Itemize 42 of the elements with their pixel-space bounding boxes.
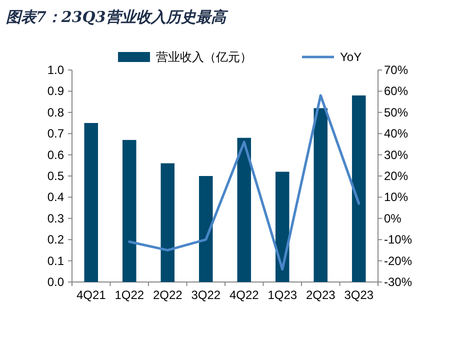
y-tick-label: 0.1 xyxy=(47,254,64,268)
x-tick-label: 3Q23 xyxy=(344,288,374,302)
y-tick-label: 0.8 xyxy=(47,105,64,120)
y2-tick-label: 0% xyxy=(384,211,402,226)
y-tick-label: 0.2 xyxy=(47,232,64,247)
x-tick-label: 3Q22 xyxy=(191,288,221,302)
y-tick-label: 0.9 xyxy=(47,84,64,98)
y2-tick-label: 10% xyxy=(384,190,408,204)
x-tick-label: 1Q23 xyxy=(268,288,298,302)
bar xyxy=(122,140,136,282)
x-tick-label: 4Q21 xyxy=(76,288,106,302)
bar xyxy=(275,172,290,282)
x-tick-label: 2Q23 xyxy=(306,288,336,302)
bar xyxy=(237,138,252,282)
y-tick-label: 0.3 xyxy=(47,211,64,226)
y-tick-label: 0.5 xyxy=(47,169,64,183)
y2-tick-label: 50% xyxy=(384,105,408,120)
y2-tick-label: 70% xyxy=(384,63,408,77)
chart-title: 图表7：23Q3营业收入历史最高 xyxy=(6,8,229,26)
bar xyxy=(198,176,213,282)
x-tick-label: 2Q22 xyxy=(152,288,183,302)
y2-tick-label: 30% xyxy=(384,148,408,162)
y2-tick-label: -20% xyxy=(384,254,412,268)
line-series xyxy=(128,94,360,271)
y2-tick-label: 60% xyxy=(384,84,408,98)
legend-label: 营业收入（亿元） xyxy=(156,50,252,64)
x-tick-label: 4Q22 xyxy=(229,288,260,302)
bar xyxy=(314,108,328,282)
bar xyxy=(84,123,98,282)
y2-tick-label: -30% xyxy=(384,275,412,289)
y-tick-label: 0.7 xyxy=(47,126,64,141)
y-tick-label: 0.4 xyxy=(47,190,64,204)
y-tick-label: 1.0 xyxy=(47,63,64,77)
bar xyxy=(160,163,175,282)
y2-tick-label: -10% xyxy=(384,232,412,247)
y-tick-label: 0.0 xyxy=(47,275,64,289)
y2-tick-label: 20% xyxy=(384,169,408,183)
y2-tick-label: 40% xyxy=(384,126,408,141)
bar xyxy=(352,95,366,282)
legend-label: YoY xyxy=(340,50,362,64)
x-tick-label: 1Q22 xyxy=(114,288,144,302)
y-tick-label: 0.6 xyxy=(47,148,64,162)
